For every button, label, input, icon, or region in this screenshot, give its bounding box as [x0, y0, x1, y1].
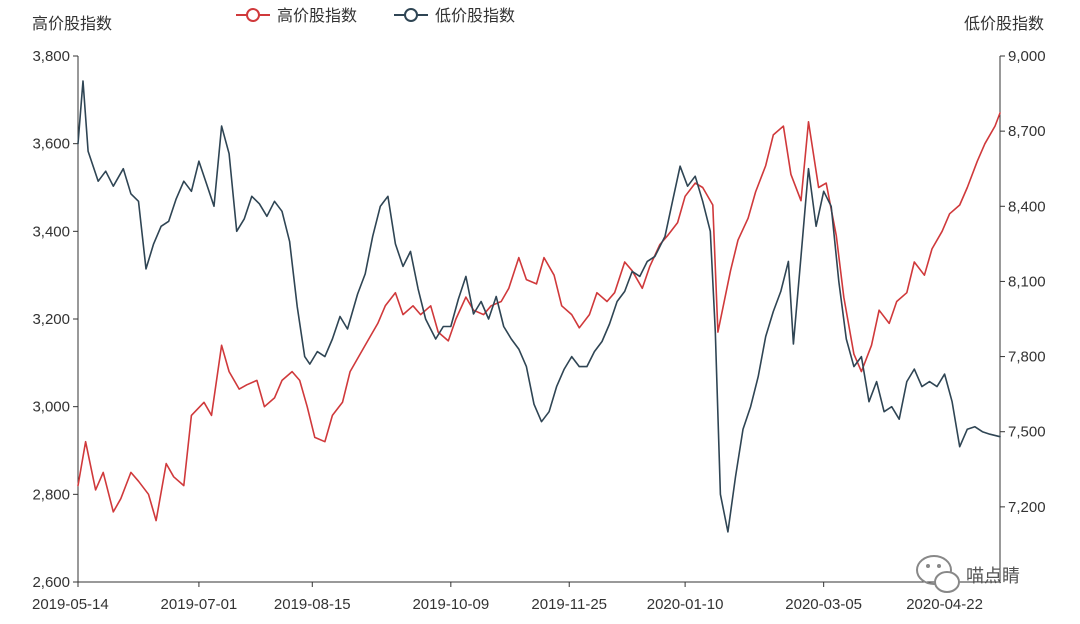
y-left-tick-label: 3,600: [32, 136, 70, 153]
x-tick-label: 2019-08-15: [274, 596, 351, 613]
x-tick-label: 2019-11-25: [531, 596, 607, 613]
legend-label-low-price: 低价股指数: [435, 6, 515, 25]
legend-item-low-price[interactable]: 低价股指数: [394, 6, 515, 25]
x-tick-label: 2020-03-05: [785, 596, 862, 613]
x-tick-label: 2019-10-09: [412, 596, 489, 613]
y-left-tick-label: 3,200: [32, 311, 70, 328]
x-tick-label: 2019-07-01: [161, 596, 238, 613]
y-right-tick-label: 8,400: [1008, 198, 1046, 215]
y-left-axis-title: 高价股指数: [32, 14, 112, 33]
x-tick-label: 2019-05-14: [32, 596, 109, 613]
legend-label-high-price: 高价股指数: [277, 6, 357, 25]
y-right-tick-label: 7,800: [1008, 349, 1046, 366]
y-right-tick-label: 8,100: [1008, 273, 1046, 290]
y-left-tick-label: 2,800: [32, 486, 70, 503]
x-tick-label: 2020-01-10: [647, 596, 724, 613]
legend-item-high-price[interactable]: 高价股指数: [236, 6, 357, 25]
legend[interactable]: 高价股指数 低价股指数: [236, 6, 515, 25]
y-left-tick-label: 3,400: [32, 223, 70, 240]
series-layer: [77, 80, 1001, 533]
y-left-tick-label: 3,800: [32, 48, 70, 65]
y-right-tick-label: 9,000: [1008, 48, 1046, 65]
x-tick-label: 2020-04-22: [906, 596, 983, 613]
watermark-text: 喵点睛: [966, 566, 1020, 587]
y-right-tick-label: 7,500: [1008, 424, 1046, 441]
watermark: 喵点睛: [916, 555, 1020, 593]
y-left-tick-label: 3,000: [32, 399, 70, 416]
series-line-low-price: [77, 80, 1001, 533]
y-left-tick-label: 2,600: [32, 574, 70, 591]
axes: 2,600 2,800 3,000 3,200 3,400 3,600 3,800 7,200…: [32, 48, 1046, 613]
y-right-axis-title: 低价股指数: [964, 14, 1044, 33]
series-line-high-price: [77, 112, 1001, 522]
y-right-tick-label: 8,700: [1008, 123, 1046, 140]
y-right-tick-label: 7,200: [1008, 499, 1046, 516]
wechat-icon: [916, 555, 960, 593]
